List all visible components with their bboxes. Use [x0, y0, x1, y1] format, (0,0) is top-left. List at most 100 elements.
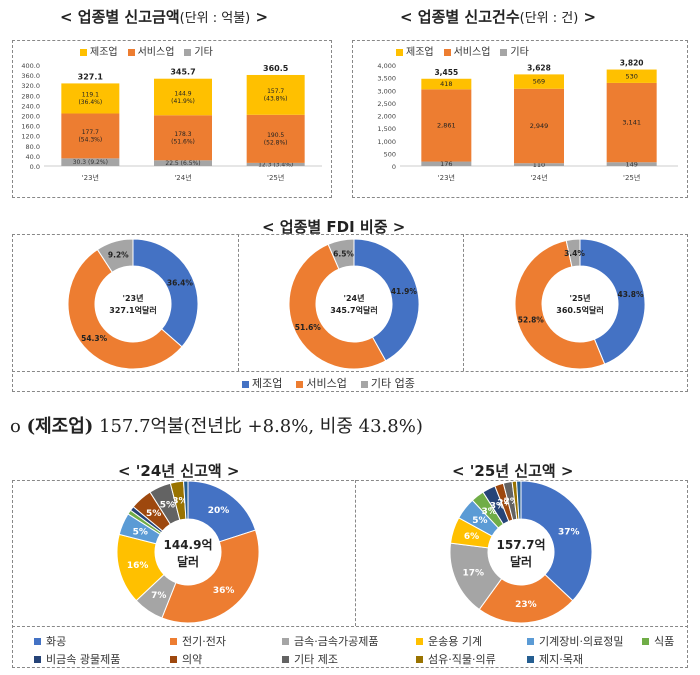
mfg-legend-item: 기계장비·의료정밀 — [527, 633, 623, 649]
legend-service: 서비스업 — [443, 43, 490, 58]
bar-data-label: 530 — [625, 72, 637, 80]
slice-label: 9.2% — [108, 251, 129, 260]
bar-data-label: 30.3 (9.2%) — [73, 159, 108, 166]
legend-swatch — [527, 655, 534, 663]
y-tick-label: 3,500 — [377, 75, 396, 83]
bar-data-label: (43.8%) — [264, 96, 288, 103]
legend-swatch — [642, 637, 649, 645]
slice-label: 2% — [497, 499, 512, 509]
legend-label: 금속·금속가공제품 — [294, 635, 379, 648]
y-tick-label: 400.0 — [21, 62, 40, 70]
mfg-legend-item: 섬유·직물·의류 — [416, 651, 496, 667]
bar-total-label: 3,820 — [620, 59, 644, 68]
bar-total-label: 327.1 — [78, 72, 104, 81]
y-tick-label: 0 — [392, 163, 396, 171]
headline-bullet: o — [10, 416, 21, 437]
mfg-legend-item: 의약 — [170, 651, 202, 667]
bar-segment — [246, 162, 305, 166]
legend-label: 섬유·직물·의류 — [428, 653, 496, 666]
legend-swatch — [170, 637, 177, 645]
headline-text: 157.7억불(전년比 +8.8%, 비중 43.8%) — [99, 416, 423, 437]
bar-data-label: (54.3%) — [78, 137, 102, 144]
legend-label: 운송용 기계 — [428, 635, 483, 648]
donut-slice — [161, 529, 260, 624]
donut-slice — [478, 573, 574, 624]
bar-data-label: (52.8%) — [264, 140, 288, 147]
slice-label: 5% — [146, 509, 161, 519]
donut-center-value: 360.5억달러 — [556, 305, 603, 315]
y-tick-label: 360.0 — [21, 72, 40, 80]
legend-service: 서비스업 — [296, 375, 347, 391]
bar-segment — [246, 114, 305, 163]
slice-label: 5% — [160, 500, 175, 510]
slice-label: 36.4% — [167, 279, 194, 288]
bar-total-label: 360.5 — [263, 64, 289, 73]
count-title-text: < 업종별 신고건수 — [400, 8, 520, 26]
donut-center-value: 144.9억 — [164, 538, 213, 552]
fdi-legend: 제조업 서비스업 기타 업종 — [242, 375, 415, 391]
legend-manufacturing: 제조업 — [396, 43, 434, 58]
donut-slice — [132, 238, 199, 348]
manufacturing-headline: o (제조업) 157.7억불(전년比 +8.8%, 비중 43.8%) — [10, 412, 423, 438]
slice-label: 5% — [133, 527, 148, 537]
legend-label: 의약 — [182, 653, 203, 666]
bar-segment — [514, 88, 564, 164]
mfg-divider — [12, 626, 688, 627]
mfg-donut-charts: 20%36%7%16%5%5%5%3%144.9억달러37%23%17%6%5%… — [116, 480, 593, 624]
donut-center-year: '25년 — [570, 293, 591, 303]
bar-segment — [154, 115, 212, 161]
amount-chart-panel — [12, 40, 332, 198]
bar-segment — [421, 161, 472, 166]
legend-swatch — [34, 637, 41, 645]
donut-slice — [520, 480, 593, 602]
legend-label: 전기·전자 — [182, 635, 226, 648]
legend-label: 기타 제조 — [294, 653, 338, 666]
legend-label: 기계장비·의료정밀 — [539, 635, 624, 648]
legend-swatch — [34, 655, 41, 663]
bar-data-label: (41.9%) — [171, 98, 195, 105]
donut-slice — [67, 248, 183, 370]
donut-slice — [579, 238, 646, 365]
m25-title: < '25년 신고액 > — [452, 462, 574, 480]
legend-label: 화공 — [46, 635, 67, 648]
bar-segment — [61, 158, 120, 166]
slice-label: 6.5% — [333, 250, 354, 259]
mfg-legend-item: 제지·목재 — [527, 651, 583, 667]
bar-segment — [421, 89, 472, 162]
slice-label: 51.6% — [295, 323, 322, 332]
y-tick-label: 3,000 — [377, 87, 396, 95]
slice-label: 2% — [504, 497, 519, 507]
legend-other: 기타 업종 — [360, 375, 415, 391]
legend-other: 기타 — [500, 43, 529, 58]
slice-label: 16% — [127, 561, 149, 571]
donut-slice — [565, 238, 581, 268]
bar-data-label: 3,141 — [622, 119, 641, 127]
bar-data-label: 418 — [440, 80, 452, 88]
legend-service: 서비스업 — [127, 43, 174, 58]
slice-label: 3% — [481, 507, 496, 517]
mfg-legend-item: 운송용 기계 — [416, 633, 482, 649]
headline-label: (제조업) — [26, 416, 94, 437]
slice-label: 3% — [172, 497, 187, 507]
donut-center-unit: 달러 — [177, 554, 199, 569]
bar-total-label: 3,455 — [434, 68, 458, 77]
legend-swatch — [416, 655, 423, 663]
y-tick-label: 320.0 — [21, 82, 40, 90]
y-tick-label: 1,000 — [377, 138, 396, 146]
donut-slice — [514, 239, 606, 370]
y-tick-label: 40.0 — [26, 153, 40, 161]
y-tick-label: 4,000 — [377, 62, 396, 70]
legend-label: 제지·목재 — [539, 653, 583, 666]
legend-other: 기타 — [184, 43, 213, 58]
mfg-legend: 화공 전기·전자 금속·금속가공제품 운송용 기계 기계장비·의료정밀 식품 비금속 광물제… — [12, 628, 688, 668]
fdi-divider — [12, 371, 688, 372]
slice-label: 23% — [515, 600, 537, 610]
slice-label: 5% — [472, 516, 487, 526]
y-tick-label: 240.0 — [21, 102, 40, 110]
bar-data-label: 178.3 — [174, 131, 191, 138]
slice-label: 6% — [464, 532, 479, 542]
fdi-share-panel — [12, 234, 688, 392]
bar-segment — [61, 83, 120, 114]
bar-data-label: 119.1 — [82, 92, 99, 99]
fdi-divider — [238, 234, 239, 371]
